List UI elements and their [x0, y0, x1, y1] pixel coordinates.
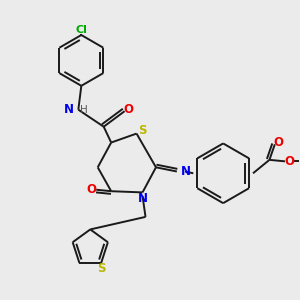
- Text: O: O: [123, 103, 133, 116]
- Text: Cl: Cl: [75, 25, 87, 35]
- Text: N: N: [137, 193, 148, 206]
- Text: H: H: [80, 105, 88, 115]
- Text: S: S: [138, 124, 146, 137]
- Text: O: O: [273, 136, 284, 149]
- Text: N: N: [64, 103, 74, 116]
- Text: N: N: [182, 165, 191, 178]
- Text: O: O: [86, 183, 96, 196]
- Text: S: S: [97, 262, 105, 275]
- Text: O: O: [284, 155, 295, 168]
